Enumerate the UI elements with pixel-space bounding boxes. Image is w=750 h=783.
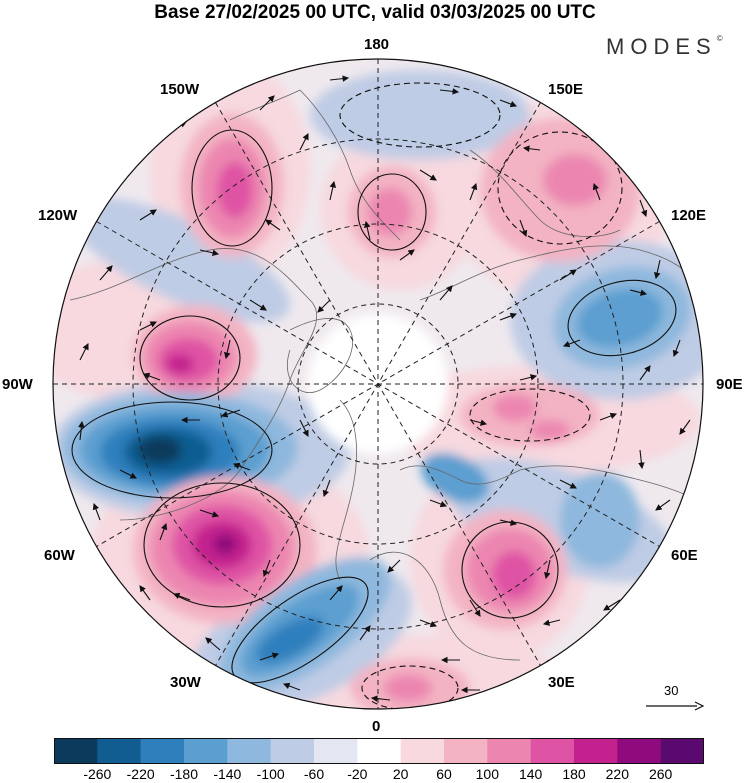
lon-label-120w: 120W bbox=[38, 207, 78, 224]
colorbar-swatch bbox=[184, 738, 228, 764]
colorbar-swatch bbox=[660, 738, 704, 764]
anomaly-field bbox=[53, 59, 703, 709]
reference-vector-label: 30 bbox=[664, 683, 679, 698]
colorbar-tick-label: -100 bbox=[256, 766, 285, 782]
colorbar-swatch bbox=[530, 738, 575, 764]
meridians bbox=[53, 59, 703, 709]
lon-label-180: 180 bbox=[364, 36, 390, 53]
lon-label-150w: 150W bbox=[160, 81, 200, 98]
brand-logo: MODES© bbox=[606, 34, 723, 60]
lon-label-90e: 90E bbox=[716, 376, 743, 393]
colorbar-swatch bbox=[574, 738, 618, 764]
colorbar-swatch bbox=[444, 738, 488, 764]
colorbar-tick-label: 260 bbox=[648, 766, 673, 782]
lon-label-120e: 120E bbox=[671, 207, 707, 224]
brand-mark: © bbox=[716, 34, 723, 43]
colorbar-swatch bbox=[140, 738, 185, 764]
colorbar bbox=[54, 738, 704, 764]
colorbar-tick-label: 220 bbox=[605, 766, 630, 782]
colorbar-swatch bbox=[97, 738, 141, 764]
lon-label-150e: 150E bbox=[548, 81, 584, 98]
colorbar-swatch bbox=[487, 738, 531, 764]
brand-text: MODES bbox=[606, 34, 717, 59]
lon-label-30e: 30E bbox=[548, 674, 575, 691]
colorbar-tick-label: -180 bbox=[169, 766, 199, 782]
colorbar-tick-label: 20 bbox=[392, 766, 409, 782]
colorbar-swatch bbox=[227, 738, 271, 764]
colorbar-swatch bbox=[400, 738, 445, 764]
colorbar-tick-label: 60 bbox=[436, 766, 452, 782]
colorbar-swatch bbox=[314, 738, 358, 764]
colorbar-tick-label: -220 bbox=[126, 766, 155, 782]
colorbar-tick-label: -140 bbox=[213, 766, 242, 782]
height-contours bbox=[71, 82, 677, 709]
colorbar-tick-label: -20 bbox=[347, 766, 368, 782]
colorbar-outline bbox=[54, 738, 704, 764]
colorbar-swatch bbox=[617, 738, 661, 764]
colorbar-swatch bbox=[270, 738, 315, 764]
colorbar-tick-label: -260 bbox=[83, 766, 112, 782]
lon-label-90w: 90W bbox=[2, 376, 33, 393]
lon-label-60e: 60E bbox=[671, 547, 698, 564]
coastlines bbox=[69, 89, 703, 661]
colorbar-tick-label: 180 bbox=[562, 766, 586, 782]
map-title: Base 27/02/2025 00 UTC, valid 03/03/2025… bbox=[154, 2, 596, 23]
colorbar-tick-label: 140 bbox=[518, 766, 543, 782]
map-boundary bbox=[52, 58, 704, 710]
arrow-right-icon bbox=[646, 701, 705, 711]
lon-label-30w: 30W bbox=[170, 674, 201, 691]
colorbar-tick-label: 100 bbox=[475, 766, 500, 782]
lon-label-60w: 60W bbox=[44, 547, 75, 564]
colorbar-swatch bbox=[357, 738, 401, 764]
colorbar-swatch bbox=[54, 738, 98, 764]
lon-label-0: 0 bbox=[372, 718, 381, 735]
colorbar-tick-label: -60 bbox=[303, 766, 325, 782]
colorbar-ticks: -260 -220 -180 -140 -100 -60 -20 20 60 100 140 180 2… bbox=[0, 766, 750, 782]
